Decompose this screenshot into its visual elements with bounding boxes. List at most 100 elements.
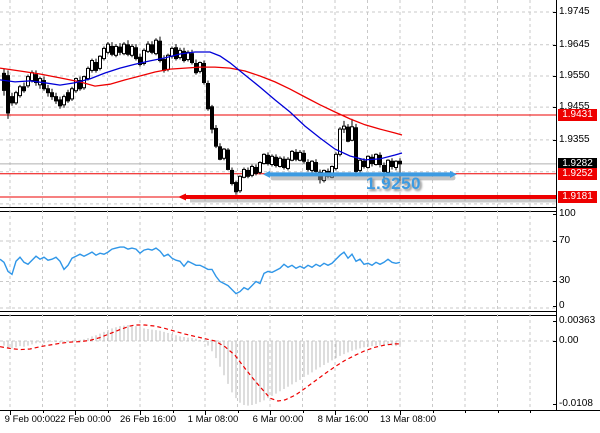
- candle-bear: [2, 72, 6, 91]
- candle-bear: [150, 44, 154, 53]
- price-panel: [0, 0, 556, 207]
- trendline-right-tip: [450, 170, 457, 178]
- candle-bull: [130, 45, 134, 56]
- panel-separator[interactable]: [0, 207, 556, 212]
- candle-bull: [146, 43, 150, 52]
- candle-bull: [242, 168, 246, 178]
- macd-panel: [0, 314, 556, 410]
- candle-bear: [50, 92, 54, 98]
- candle-bear: [214, 127, 218, 147]
- price-axis-label: 1.9550: [559, 70, 590, 81]
- candle-bull: [342, 125, 346, 130]
- candle-bear: [22, 86, 26, 92]
- candle-bear: [230, 169, 234, 185]
- time-axis-minor-tick: [107, 411, 109, 413]
- macd-axis-label: 0.00: [559, 335, 579, 346]
- time-axis-label: 6 Mar 00:00: [252, 414, 304, 425]
- candle-bear: [382, 165, 386, 172]
- candle-bear: [398, 160, 402, 165]
- candle-bull: [30, 72, 34, 82]
- candle-bull: [114, 45, 118, 56]
- support-arrow-tip: [178, 193, 186, 201]
- candle-bear: [162, 59, 166, 71]
- candle-bear: [34, 74, 38, 84]
- time-axis-tick: [270, 411, 271, 415]
- price-axis-tick: [553, 306, 556, 307]
- candle-bear: [210, 106, 214, 130]
- candle-bull: [122, 43, 126, 55]
- price-axis-tick: [553, 341, 556, 342]
- time-axis-minor-tick: [432, 411, 434, 413]
- price-axis-label: 1.9645: [559, 39, 590, 50]
- candle-bear: [206, 83, 210, 110]
- candle-bear: [390, 160, 394, 167]
- price-axis-label: 1.9355: [559, 134, 590, 145]
- time-axis-minor-tick: [42, 411, 44, 413]
- candle-bear: [294, 151, 298, 160]
- candle-bear: [54, 96, 58, 102]
- candle-bull: [86, 67, 90, 80]
- candle-bull: [358, 159, 362, 171]
- price-badge-19252: 1.9252: [558, 168, 597, 180]
- macd-histogram: [3, 325, 401, 406]
- candle-bear: [302, 152, 306, 162]
- candle-bear: [362, 160, 366, 167]
- price-badge-19431: 1.9431: [558, 109, 597, 121]
- price-axis-tick: [553, 214, 556, 215]
- candle-bull: [238, 175, 242, 192]
- candle-bear: [174, 47, 178, 60]
- candle-bear: [126, 44, 130, 55]
- candle-bear: [78, 80, 82, 90]
- candle-bull: [286, 158, 290, 169]
- trendline-left-tip: [263, 170, 270, 178]
- candle-bull: [386, 159, 390, 173]
- candle-bear: [66, 92, 70, 102]
- candle-bull: [258, 162, 262, 173]
- time-axis-label: 26 Feb 16:00: [120, 414, 176, 425]
- time-axis-tick: [10, 411, 11, 415]
- price-axis-tick: [553, 45, 556, 46]
- candle-bull: [90, 60, 94, 71]
- time-axis-minor-tick: [530, 411, 531, 413]
- ma-slow-line: [0, 66, 403, 136]
- trendline-price-label[interactable]: 1.9250: [366, 174, 421, 193]
- candle-bull: [102, 47, 106, 60]
- candle-bull: [98, 55, 102, 69]
- candle-bull: [366, 155, 370, 168]
- candle-bear: [254, 166, 258, 174]
- candle-bear: [138, 56, 142, 65]
- oscillator-line: [0, 246, 401, 295]
- price-axis-tick: [553, 404, 556, 405]
- price-axis-line: [556, 0, 557, 411]
- candle-bear: [42, 80, 46, 90]
- candle-bear: [118, 46, 122, 53]
- candle-bear: [46, 88, 50, 94]
- candle-bear: [182, 50, 186, 62]
- candle-bear: [282, 158, 286, 168]
- time-axis-minor-tick: [465, 411, 466, 413]
- candle-bull: [338, 128, 342, 155]
- candle-bear: [378, 154, 382, 166]
- price-axis-tick: [553, 140, 556, 141]
- price-axis-tick: [553, 281, 556, 282]
- candle-bull: [106, 43, 110, 53]
- time-axis-minor-tick: [302, 411, 304, 413]
- price-axis-tick: [553, 107, 556, 108]
- candle-bull: [74, 78, 78, 92]
- candle-bear: [58, 99, 62, 107]
- time-axis-tick: [335, 411, 336, 415]
- time-axis-label: 1 Mar 08:00: [187, 414, 239, 425]
- time-axis-minor-tick: [497, 411, 499, 413]
- candle-bull: [262, 153, 266, 165]
- candle-bear: [6, 75, 10, 114]
- price-axis-tick: [553, 241, 556, 242]
- time-axis-minor-tick: [237, 411, 239, 413]
- candle-bear: [94, 62, 98, 71]
- panel-separator-2[interactable]: [0, 311, 556, 316]
- candle-bull: [298, 151, 302, 161]
- time-axis-label: 22 Feb 00:00: [55, 414, 111, 425]
- price-badge-19181: 1.9181: [558, 191, 597, 203]
- candle-bear: [202, 62, 206, 84]
- candle-bull: [350, 126, 354, 141]
- candle-bull: [170, 47, 174, 57]
